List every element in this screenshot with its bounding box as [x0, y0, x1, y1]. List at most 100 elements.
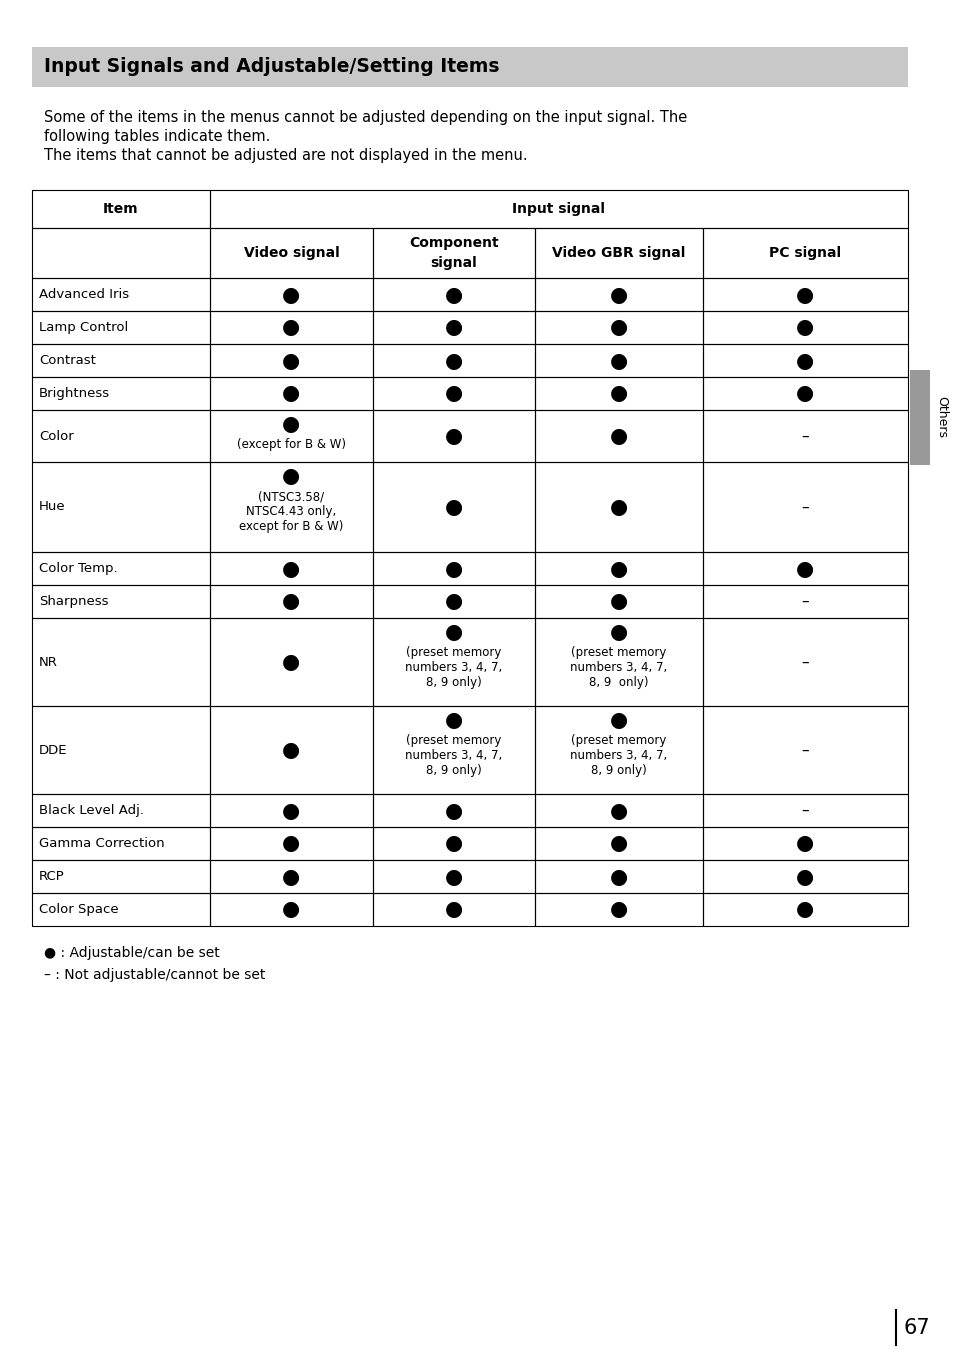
Text: ●: ●	[444, 710, 462, 730]
Text: ●: ●	[796, 899, 814, 919]
Bar	[702, 860, 907, 894]
Bar	[702, 228, 907, 279]
Bar	[210, 343, 373, 377]
Bar	[702, 377, 907, 410]
Text: ●: ●	[609, 710, 627, 730]
Bar	[32, 618, 210, 706]
Text: ●: ●	[444, 867, 462, 887]
Text: ●: ●	[444, 622, 462, 642]
Text: Gamma Correction: Gamma Correction	[39, 837, 165, 850]
Bar	[535, 618, 702, 706]
Text: ●: ●	[796, 833, 814, 853]
Text: Color: Color	[39, 430, 73, 442]
Bar	[535, 279, 702, 311]
Bar	[32, 228, 210, 279]
Bar	[702, 585, 907, 618]
Text: ●: ●	[282, 592, 300, 611]
Text: ●: ●	[444, 384, 462, 403]
Bar	[32, 894, 210, 926]
Text: ●: ●	[796, 558, 814, 579]
Text: –: –	[801, 429, 808, 443]
Bar	[535, 228, 702, 279]
Bar	[535, 706, 702, 794]
Text: ●: ●	[796, 384, 814, 403]
Text: ●: ●	[444, 318, 462, 338]
Bar	[373, 462, 535, 552]
Bar	[373, 860, 535, 894]
Text: Brightness: Brightness	[39, 387, 110, 400]
Bar	[535, 585, 702, 618]
Text: Item: Item	[103, 201, 139, 216]
Text: ●: ●	[609, 426, 627, 446]
Bar	[373, 794, 535, 827]
Bar	[535, 410, 702, 462]
Bar	[210, 706, 373, 794]
Text: ●: ●	[609, 558, 627, 579]
Text: (NTSC3.58/
NTSC4.43 only,
except for B & W): (NTSC3.58/ NTSC4.43 only, except for B &…	[239, 489, 343, 533]
Text: ●: ●	[282, 318, 300, 338]
Bar	[373, 894, 535, 926]
Text: NR: NR	[39, 656, 58, 668]
Bar	[210, 410, 373, 462]
Bar	[702, 794, 907, 827]
Text: Input signal: Input signal	[512, 201, 605, 216]
Text: (preset memory
numbers 3, 4, 7,
8, 9 only): (preset memory numbers 3, 4, 7, 8, 9 onl…	[570, 734, 667, 777]
Text: ●: ●	[282, 384, 300, 403]
Bar	[32, 343, 210, 377]
Bar	[32, 311, 210, 343]
Text: Some of the items in the menus cannot be adjusted depending on the input signal.: Some of the items in the menus cannot be…	[44, 110, 686, 124]
Bar	[32, 191, 210, 228]
Text: ●: ●	[444, 592, 462, 611]
Bar	[909, 370, 929, 465]
Text: ●: ●	[796, 318, 814, 338]
Bar	[535, 794, 702, 827]
Text: –: –	[801, 499, 808, 515]
Bar	[373, 585, 535, 618]
Text: PC signal: PC signal	[769, 246, 841, 260]
Text: ●: ●	[444, 284, 462, 304]
Text: ●: ●	[282, 867, 300, 887]
Text: –: –	[801, 594, 808, 608]
Text: –: –	[801, 803, 808, 818]
Bar	[210, 794, 373, 827]
Bar	[32, 794, 210, 827]
Bar	[373, 410, 535, 462]
Text: ●: ●	[609, 592, 627, 611]
Text: Contrast: Contrast	[39, 354, 95, 366]
Text: Component
signal: Component signal	[409, 237, 498, 270]
Text: ●: ●	[609, 899, 627, 919]
Text: Lamp Control: Lamp Control	[39, 320, 128, 334]
Bar	[535, 343, 702, 377]
Bar	[535, 827, 702, 860]
Bar	[702, 894, 907, 926]
Bar	[535, 894, 702, 926]
Bar	[535, 552, 702, 585]
Bar	[702, 618, 907, 706]
Bar	[535, 377, 702, 410]
Bar	[373, 552, 535, 585]
Text: following tables indicate them.: following tables indicate them.	[44, 128, 270, 145]
Bar	[702, 706, 907, 794]
Bar	[535, 860, 702, 894]
Bar	[210, 279, 373, 311]
Bar	[373, 618, 535, 706]
Bar	[210, 618, 373, 706]
Text: ●: ●	[444, 833, 462, 853]
Text: (preset memory
numbers 3, 4, 7,
8, 9 only): (preset memory numbers 3, 4, 7, 8, 9 onl…	[405, 646, 502, 690]
Bar	[373, 343, 535, 377]
Text: ● : Adjustable/can be set: ● : Adjustable/can be set	[44, 946, 219, 960]
Bar	[32, 860, 210, 894]
Text: ●: ●	[609, 498, 627, 516]
Bar	[373, 228, 535, 279]
Text: ●: ●	[444, 350, 462, 370]
Bar	[32, 377, 210, 410]
Bar	[373, 279, 535, 311]
Text: Sharpness: Sharpness	[39, 595, 109, 608]
Text: –: –	[801, 742, 808, 757]
Text: The items that cannot be adjusted are not displayed in the menu.: The items that cannot be adjusted are no…	[44, 147, 527, 164]
Text: RCP: RCP	[39, 869, 65, 883]
Text: ●: ●	[444, 498, 462, 516]
Bar	[32, 47, 907, 87]
Bar	[702, 343, 907, 377]
Text: Black Level Adj.: Black Level Adj.	[39, 804, 144, 817]
